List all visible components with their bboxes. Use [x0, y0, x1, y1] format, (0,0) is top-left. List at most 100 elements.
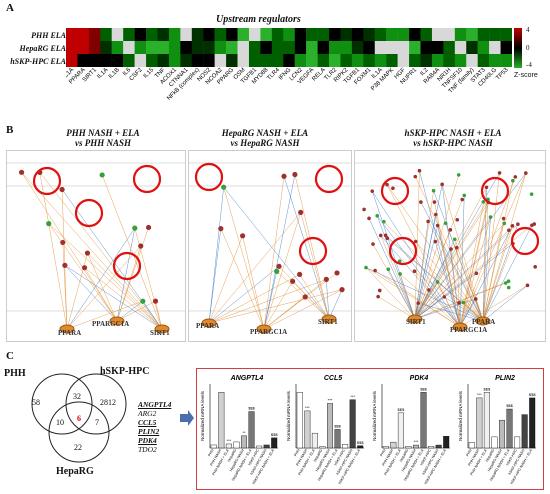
network-node [292, 171, 298, 178]
heatmap-cell [146, 54, 158, 67]
network-node [455, 217, 460, 222]
heatmap-cell [500, 41, 512, 54]
hub-node [256, 324, 272, 334]
heatmap-cell [134, 28, 147, 41]
bar-significance: $$$ [420, 386, 427, 391]
heatmap-cell [489, 41, 501, 54]
heatmap-cell [363, 54, 375, 67]
heatmap-row-heparg: HepaRG ELA [19, 44, 66, 53]
bar [405, 446, 412, 449]
network-node [532, 222, 537, 226]
bar-significance: ** [242, 430, 246, 435]
network-node [457, 301, 461, 305]
gene-list: ANGPTL4 ARG2 CCL5 PLIN2 PDK4 TDO2 [138, 400, 186, 454]
bar [218, 392, 225, 449]
network-node [385, 182, 389, 187]
network-node [525, 283, 530, 288]
heatmap-cell [191, 41, 204, 54]
heatmap-cell [317, 28, 330, 41]
heatmap-cell [443, 28, 456, 41]
heatmap-cell [214, 54, 227, 67]
network-node [298, 209, 304, 216]
bar-significance: $$$ [334, 423, 341, 428]
bar [271, 437, 278, 449]
venn-count-phh-skp: 32 [73, 392, 81, 401]
network-node [507, 228, 511, 233]
network-node [516, 222, 520, 227]
network-node [416, 301, 420, 305]
heatmap-cell [386, 54, 398, 67]
network-1-node-ppara: PPARA [58, 329, 82, 337]
bar-group-label: PHH [465, 448, 472, 457]
heatmap-cell [329, 54, 341, 67]
heatmap-cell [157, 28, 170, 41]
bar-group-label: HepaRG [485, 448, 496, 462]
network-2-node-sirt1: SIRT1 [318, 318, 338, 326]
heatmap-cell [88, 54, 101, 67]
bar-chart-title: PDK4 [410, 375, 429, 382]
heatmap-cell [123, 28, 135, 41]
hub-node [109, 316, 125, 326]
heatmap-cell [157, 41, 170, 54]
panel-label-b: B [6, 124, 14, 136]
bar-significance: $$$ [529, 392, 536, 397]
heatmap-cell [214, 28, 227, 41]
network-node [221, 184, 227, 190]
heatmap-cell [409, 54, 421, 67]
network-node [81, 265, 88, 271]
network-node [506, 285, 511, 290]
network-node [274, 268, 280, 274]
heatmap-cell [77, 54, 90, 67]
network-node [454, 245, 459, 250]
network-node [435, 223, 440, 228]
bar [443, 436, 450, 449]
bar [357, 445, 364, 449]
heatmap-cell [283, 41, 295, 54]
network-3-node-ppara: PPARA [472, 318, 496, 326]
network-node [386, 267, 391, 272]
heatmap-cell [477, 54, 490, 67]
heatmap-cell [260, 54, 273, 67]
heatmap-cell [454, 28, 467, 41]
bar [225, 443, 232, 449]
upstream-title: Upstream regulators [216, 14, 301, 25]
heatmap-cell [214, 41, 227, 54]
bar-group-label: PHH [293, 448, 300, 457]
heatmap-cell [134, 54, 147, 67]
venn-count-center: 6 [77, 414, 81, 423]
highlight-circle [380, 176, 410, 206]
heatmap-cell [237, 54, 250, 67]
network-node [378, 233, 383, 238]
bar-significance: *** [305, 405, 310, 410]
venn-count-skp-rg: 7 [95, 418, 99, 427]
bar-significance: *** [227, 438, 232, 443]
network-node [413, 174, 418, 179]
legend-label: Z-score [514, 72, 538, 79]
network-node [367, 216, 371, 221]
zscore-legend [514, 28, 522, 68]
bar-charts-box [196, 368, 544, 490]
heatmap-cell [409, 28, 421, 41]
network-node [513, 175, 518, 179]
network-node [449, 247, 453, 251]
heatmap-cell [374, 54, 387, 67]
network-1-node-sirt1: SIRT1 [150, 329, 170, 337]
heatmap-cell [397, 28, 410, 41]
network-node [432, 200, 437, 204]
heatmap-col-label: IL1A [96, 67, 109, 80]
network-3-node-sirt1: SIRT1 [406, 318, 426, 326]
network-node [152, 298, 159, 304]
bar [241, 435, 247, 449]
heatmap-cell [226, 54, 238, 67]
network-node [59, 186, 65, 193]
network-2-node-ppara: PPARA [196, 322, 220, 330]
heatmap-cell [466, 54, 478, 67]
heatmap-cell [168, 54, 181, 67]
heatmap-cell [77, 28, 90, 41]
heatmap-cell [88, 28, 101, 41]
heatmap-cell [180, 41, 192, 54]
network-panel-3 [354, 150, 546, 342]
network-node [426, 219, 430, 224]
gene-plin2: PLIN2 [138, 427, 160, 436]
bar [210, 444, 217, 449]
